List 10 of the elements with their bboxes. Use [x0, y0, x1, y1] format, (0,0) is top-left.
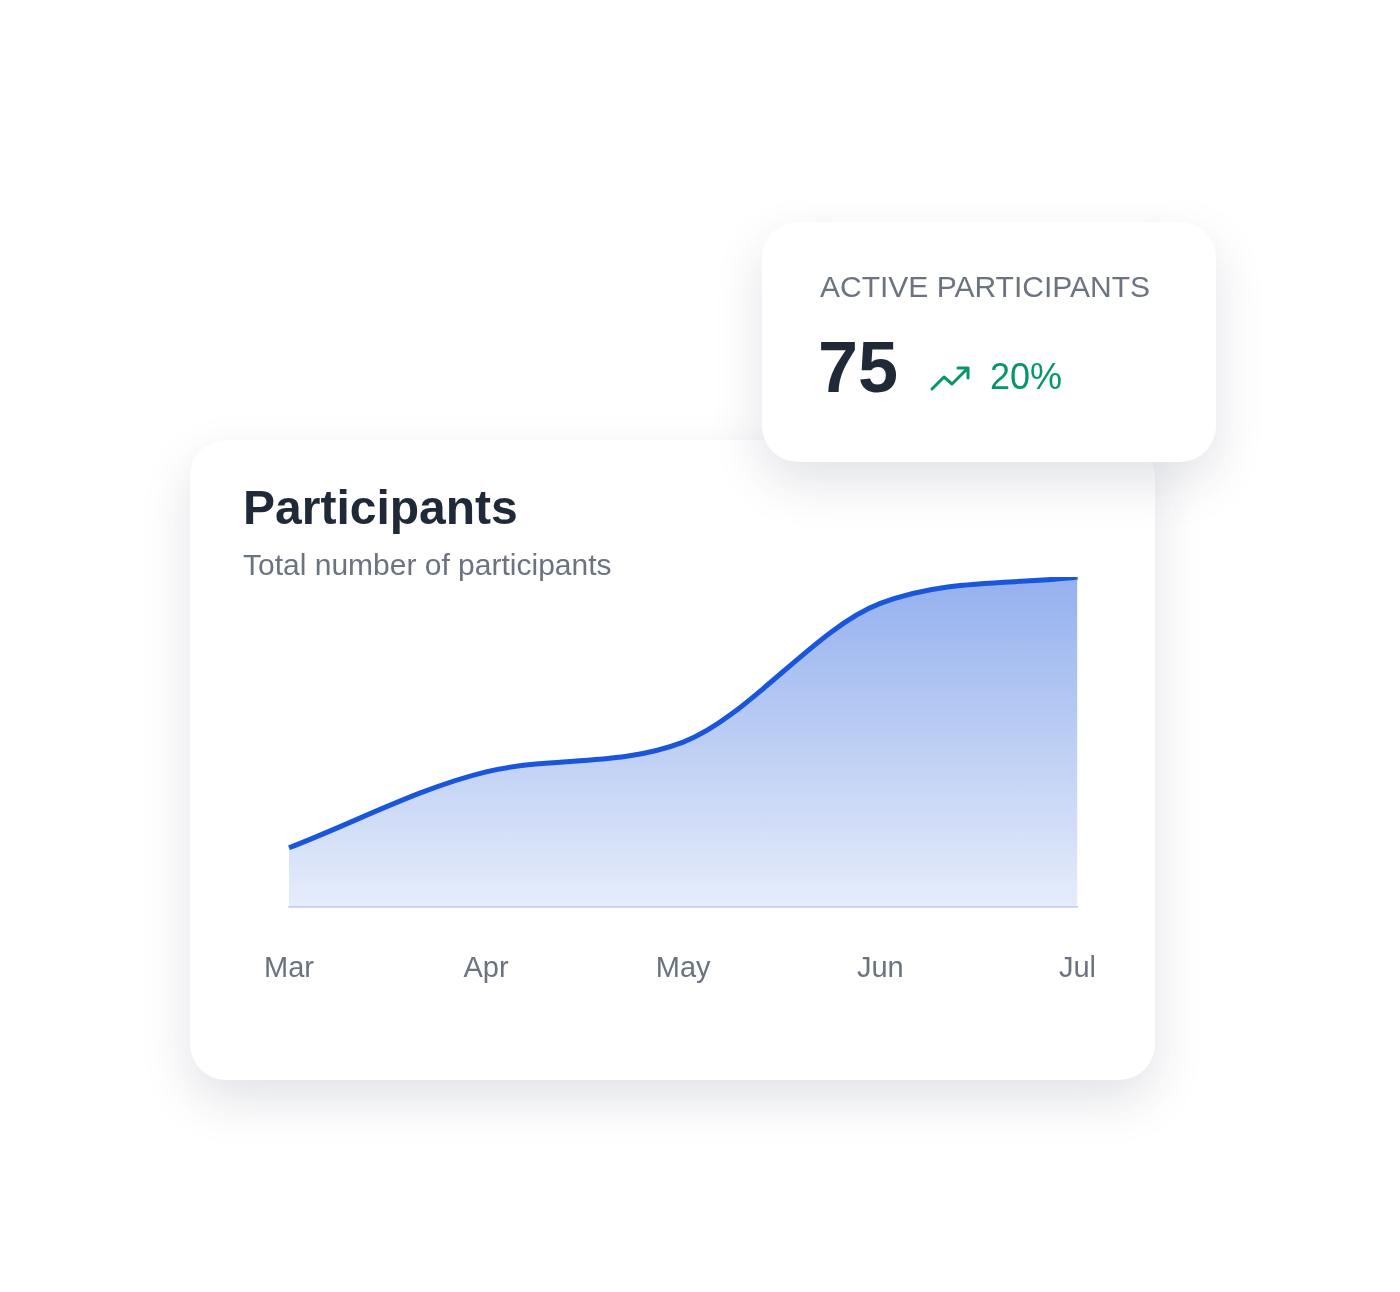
- chart-title: Participants: [243, 480, 518, 535]
- x-tick-label: May: [655, 950, 712, 983]
- text: 75: [818, 326, 899, 408]
- x-tick-label: Mar: [263, 950, 315, 983]
- x-tick-label: Apr: [463, 950, 509, 983]
- chart-subtitle: Total number of participants: [243, 548, 612, 582]
- text: 20%: [990, 356, 1063, 398]
- x-tick-label: Jul: [1058, 950, 1096, 983]
- text: ACTIVE PARTICIPANTS: [820, 270, 1151, 304]
- x-tick-label: Jun: [856, 950, 904, 983]
